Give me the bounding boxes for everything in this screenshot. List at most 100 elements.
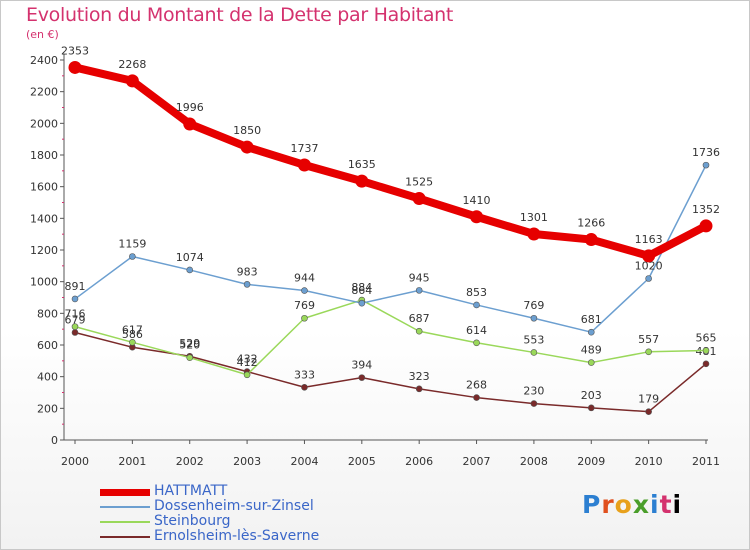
data-label: 412 — [237, 356, 258, 369]
data-label: 553 — [523, 333, 544, 346]
data-point — [301, 383, 308, 391]
legend-swatch — [100, 536, 150, 538]
legend-swatch — [100, 506, 150, 508]
x-tick-label: 2002 — [176, 455, 204, 468]
data-label: 557 — [638, 333, 659, 346]
data-point — [186, 354, 194, 361]
x-tick-label: 2009 — [577, 455, 605, 468]
data-point — [699, 219, 713, 233]
data-point — [415, 385, 423, 393]
data-point — [68, 60, 82, 74]
y-tick-label: 1400 — [30, 212, 58, 225]
data-label: 394 — [351, 359, 372, 372]
data-point — [301, 287, 308, 294]
y-tick-label: 2000 — [30, 117, 58, 130]
y-tick-label: 800 — [37, 307, 58, 320]
data-point — [355, 174, 369, 188]
data-label: 1159 — [118, 237, 146, 250]
data-point — [645, 348, 652, 356]
data-label: 864 — [351, 284, 372, 297]
legend-label: Steinbourg — [154, 513, 231, 529]
data-label: 679 — [65, 313, 86, 326]
data-point — [243, 371, 251, 379]
y-tick-label: 200 — [37, 402, 58, 415]
x-tick-label: 2000 — [61, 455, 89, 468]
x-tick-label: 2006 — [405, 455, 433, 468]
data-point — [584, 233, 598, 247]
x-tick-label: 2004 — [290, 455, 318, 468]
data-point — [587, 328, 595, 336]
data-point — [415, 327, 423, 335]
data-label: 2353 — [61, 44, 89, 57]
y-tick-label: 600 — [37, 339, 58, 352]
legend-item: Dossenheim-sur-Zinsel — [100, 499, 360, 515]
data-label: 1996 — [176, 101, 204, 114]
data-label: 268 — [466, 379, 487, 392]
y-tick-label: 400 — [37, 371, 58, 384]
data-label: 179 — [638, 393, 659, 406]
proxiti-logo: Proxiti — [582, 490, 683, 519]
data-label: 1736 — [692, 146, 720, 159]
y-tick-label: 0 — [51, 434, 58, 447]
data-label: 614 — [466, 324, 487, 337]
data-label: 944 — [294, 272, 315, 285]
data-label: 2268 — [118, 58, 146, 71]
x-tick-label: 2011 — [692, 455, 720, 468]
data-label: 586 — [122, 328, 143, 341]
series-line-1 — [74, 164, 707, 333]
data-label: 1301 — [520, 211, 548, 224]
series-line-0 — [74, 63, 708, 260]
data-point — [71, 323, 79, 330]
legend-swatch — [100, 521, 150, 523]
data-point — [183, 117, 197, 131]
data-label: 203 — [581, 389, 602, 402]
data-label: 617 — [122, 323, 143, 336]
chart-unit-label: (en €) — [26, 28, 59, 41]
data-label: 853 — [466, 286, 487, 299]
data-label: 1525 — [405, 176, 433, 189]
data-point — [587, 404, 595, 412]
legend-swatch — [100, 489, 150, 496]
data-label: 1020 — [635, 260, 663, 273]
chart-title: Evolution du Montant de la Dette par Hab… — [26, 4, 454, 26]
legend-item: Ernolsheim-lès-Saverne — [100, 529, 360, 545]
data-point — [71, 329, 79, 336]
data-label: 1352 — [692, 203, 720, 216]
data-point — [473, 301, 480, 309]
data-point — [297, 158, 311, 172]
y-tick-label: 1200 — [30, 244, 58, 257]
data-label: 1074 — [176, 251, 204, 264]
legend-item: Steinbourg — [100, 514, 360, 530]
y-tick-label: 2200 — [30, 86, 58, 99]
x-tick-label: 2010 — [635, 455, 663, 468]
data-label: 333 — [294, 368, 315, 381]
series-line-2 — [74, 299, 707, 376]
y-tick-label: 2400 — [30, 54, 58, 67]
data-label: 891 — [65, 280, 86, 293]
y-tick-label: 1600 — [30, 181, 58, 194]
data-label: 489 — [581, 344, 602, 357]
data-label: 565 — [696, 332, 717, 345]
x-tick-label: 2007 — [463, 455, 491, 468]
x-tick-label: 2008 — [520, 455, 548, 468]
data-point — [186, 266, 194, 274]
data-point — [71, 295, 79, 303]
data-label: 323 — [409, 370, 430, 383]
legend-item: HATTMATT — [100, 484, 360, 500]
legend-label: HATTMATT — [154, 483, 228, 499]
data-label: 769 — [523, 299, 544, 312]
data-point — [527, 227, 541, 241]
data-label: 945 — [409, 271, 430, 284]
data-point — [358, 374, 366, 381]
legend-label: Dossenheim-sur-Zinsel — [154, 498, 314, 514]
data-label: 884 — [351, 281, 372, 294]
data-label: 1737 — [290, 142, 318, 155]
data-label: 716 — [65, 308, 86, 321]
data-point — [473, 339, 480, 347]
data-point — [702, 161, 710, 169]
data-point — [301, 314, 308, 322]
data-label: 432 — [237, 353, 258, 366]
data-point — [125, 74, 139, 88]
